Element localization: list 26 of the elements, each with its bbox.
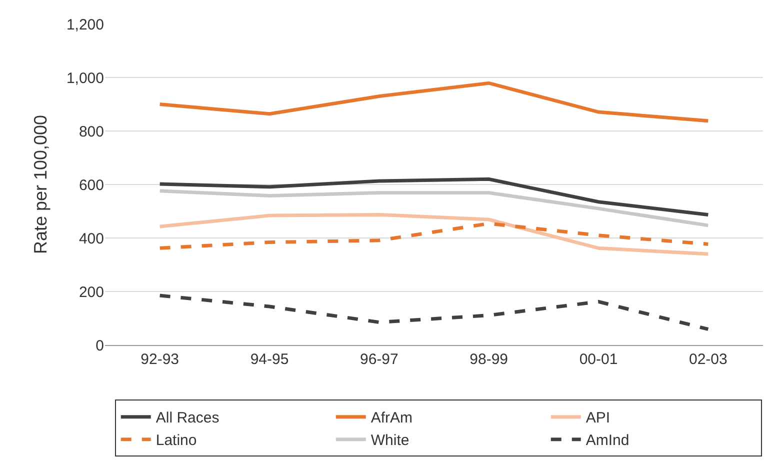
x-tick-label: 94-95 <box>250 351 289 368</box>
y-tick-label: 1,000 <box>66 70 104 87</box>
line-series <box>158 294 710 331</box>
line-series <box>158 177 710 216</box>
legend-label: API <box>586 410 610 427</box>
y-tick-label: 400 <box>78 230 104 248</box>
legend-label: AmInd <box>586 432 630 450</box>
x-tick-label: 98-99 <box>470 351 508 368</box>
y-tick-label: 600 <box>78 176 104 194</box>
y-tick-label: 200 <box>78 284 104 301</box>
line-series <box>158 222 710 250</box>
line-series <box>158 189 710 228</box>
y-tick-label: 0 <box>96 337 104 354</box>
legend-label: All Races <box>156 410 220 427</box>
legend-label: White <box>370 432 410 450</box>
x-tick-label: 00-01 <box>579 351 618 368</box>
line-series <box>158 212 710 256</box>
x-tick-label: 92-93 <box>140 351 180 368</box>
y-tick-label: 800 <box>78 123 104 140</box>
y-tick-label: 1,200 <box>66 16 104 34</box>
x-tick-label: 96-97 <box>360 351 398 368</box>
legend-label: Latino <box>156 432 197 450</box>
y-axis-title: Rate per 100,000 <box>30 114 51 254</box>
legend-label: AfrAm <box>370 410 413 427</box>
line-series <box>158 81 710 123</box>
x-tick-label: 02-03 <box>688 351 728 368</box>
